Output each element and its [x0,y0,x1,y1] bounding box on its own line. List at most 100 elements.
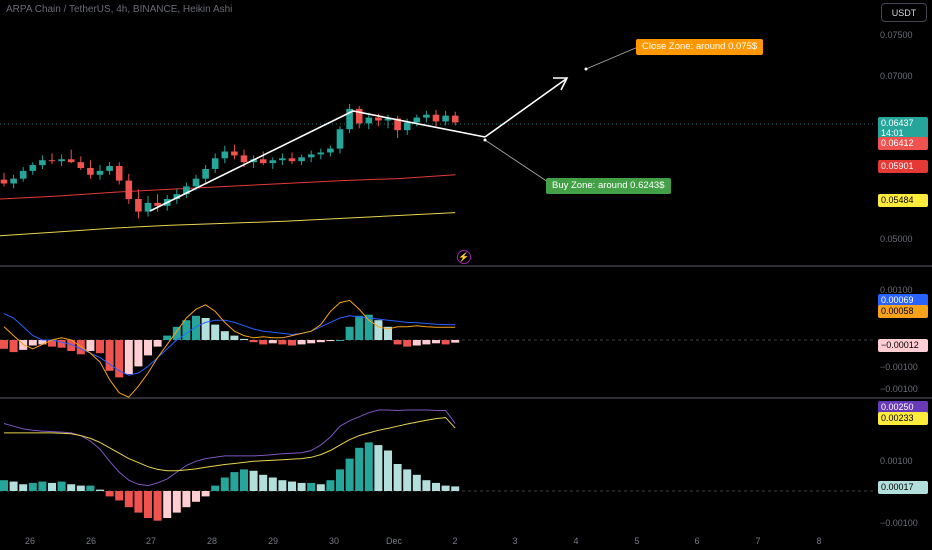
candle-body [346,108,353,130]
x-axis-label: 5 [634,536,640,546]
lightning-icon[interactable]: ⚡ [457,250,471,264]
histogram-bar [240,338,248,340]
candle-body [19,170,27,179]
x-axis-label: 30 [328,536,340,546]
histogram-bar [307,482,316,491]
candle-body [317,152,325,155]
candle [125,173,133,204]
histogram-bar [374,445,383,491]
histogram-bar [374,320,383,340]
note-anchor [584,67,588,71]
drawings [149,46,639,212]
note-connector [585,46,639,70]
histogram-bar [240,469,248,491]
axis-tick: 0.07000 [880,71,913,81]
x-axis-label: 6 [694,536,700,546]
candle-body [288,158,296,162]
candle-body [451,115,459,123]
histogram-bar [345,326,354,340]
currency-button[interactable]: USDT [881,3,927,22]
candle-body [298,157,305,162]
candle-body [394,118,401,131]
axis-tick: 0.00100 [880,456,913,466]
candle [432,109,440,127]
candle [211,153,219,173]
histogram-bar [0,480,8,491]
candle [355,105,363,129]
histogram-bar [134,340,143,367]
macd2-purple-label: 0.00250 [878,401,928,414]
arrow-head [553,77,569,91]
candle-body [442,115,449,122]
candle-body [173,194,181,199]
candle [144,196,152,217]
histogram-bar [201,491,210,497]
histogram-bar [48,482,56,491]
histogram-bar [67,484,76,491]
candle [269,157,277,169]
candle [0,172,8,187]
candle-body [154,202,161,206]
histogram-bar [86,485,95,491]
histogram-bar [230,472,239,491]
symbol-title: ARPA Chain / TetherUS, 4h, BINANCE, Heik… [6,4,233,15]
candle [135,189,142,219]
axis-tick: 0.05000 [880,234,913,244]
x-axis-label: 28 [206,536,218,546]
histogram-bar [268,477,277,491]
histogram-bar [115,340,124,378]
histogram-bar [144,340,152,356]
projection-arrow [484,78,567,138]
candle-body [106,166,113,171]
histogram-bar [38,481,47,491]
axis-tick: −0.00100 [880,362,918,372]
x-axis-label: 27 [145,536,157,546]
note-anchor [483,138,487,142]
candle [307,150,315,163]
histogram-bar [28,340,37,346]
x-axis-label: 2 [452,536,458,546]
candle-body [87,167,94,175]
candle [365,112,373,130]
histogram-bar [163,335,172,340]
candle [10,174,17,189]
candle-body [183,186,190,195]
candle [298,154,305,166]
histogram-bar [249,340,258,343]
histogram-bar [441,485,450,491]
histogram-bar [211,324,220,340]
histogram-bar [172,491,181,513]
close-zone-note[interactable]: Close Zone: around 0.075$ [636,39,764,55]
histogram-bar [153,340,162,347]
candle-body [327,148,334,153]
histogram-bar [201,318,210,340]
buy-zone-note[interactable]: Buy Zone: around 0.6243$ [546,178,671,194]
histogram-bar [268,340,277,344]
axis-tick: 0.07500 [880,30,913,40]
histogram-bar [451,340,460,343]
note-connector [484,139,549,183]
candle-body [202,168,209,179]
x-axis-label: 4 [573,536,579,546]
histogram-bar [316,340,325,343]
candle [279,153,286,166]
histogram-bar [105,491,114,497]
candle [29,162,37,175]
histogram-bar [211,485,220,491]
histogram-bar [336,469,344,491]
histogram-bar [432,482,440,491]
candle-body [125,180,133,199]
macd2-pane [0,409,460,521]
macd-orange-line [3,299,456,398]
histogram-bar [412,340,421,346]
ma-yellow-line [0,212,456,237]
histogram-bar [336,340,344,341]
histogram-bar [192,491,200,502]
candle-body [240,155,248,163]
candle [202,165,209,183]
histogram-bar [9,481,18,491]
candle-countdown: 14:01 [881,128,904,138]
candle-body [279,158,286,161]
histogram-bar [278,340,287,345]
